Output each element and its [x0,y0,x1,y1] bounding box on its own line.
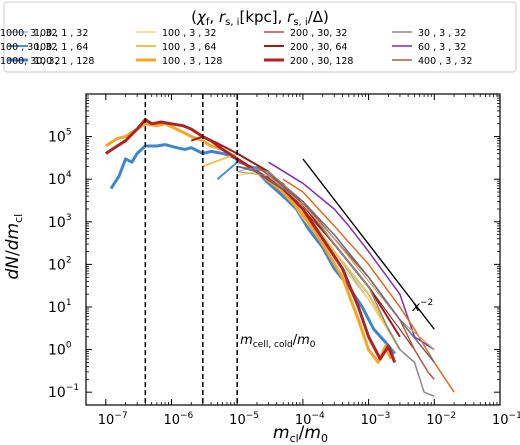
y-axis-label: dN/dmcl [3,214,25,280]
legend-label-3: 100 , 1 , 128 [34,56,94,67]
x-tick-label-1: 10−7 [98,411,128,428]
series-layer [104,118,455,397]
legend-label-5: 100 , 3 , 64 [162,42,216,53]
y-tick-label-2: 100 [48,341,72,359]
reference-vlines: mcell, cold/m0 [144,94,316,405]
series-line-8 [190,135,401,338]
axis-labels: mcl/m0 dN/dmcl [3,214,328,445]
x-tick-label-7: 10−1 [492,411,520,428]
legend-label-8: 200 , 30, 64 [290,42,347,53]
series-line-15 [237,165,435,363]
y-tick-label-6: 104 [48,170,72,188]
x-tick-label-6: 10−2 [426,411,456,428]
series-line-3 [109,143,396,355]
legend-label-12: 400 , 3 , 32 [418,56,472,67]
y-tick-label-7: 105 [48,128,72,146]
vline-label: mcell, cold/m0 [240,333,316,350]
series-line-1 [237,165,401,350]
legend-label-7: 200 , 30, 32 [290,28,347,39]
x-tick-label-5: 10−3 [361,411,391,428]
legend-label-4: 100 , 3 , 32 [162,28,216,39]
legend-label-1: 100 , 1 , 32 [34,28,88,39]
legend-label-13: 1000, 3 , 32 [0,28,57,39]
legend-box [3,1,517,73]
legend-label-2: 100 , 1 , 64 [34,42,88,53]
y-tick-label-1: 10−1 [48,383,79,401]
power-law-label: x−2 [411,298,433,315]
legend-label-14: 100 , 30, 32 [0,42,57,53]
series-line-13 [282,178,455,393]
x-tick-label-4: 10−4 [295,411,325,428]
power-law: x−2 [302,158,435,330]
legend: (χf, rs, i[kpc], rs, i/Δ)100 , 1 , 32100… [0,1,517,73]
legend-label-9: 200 , 30, 128 [290,56,353,67]
plot-frame [85,93,501,406]
legend-label-15: 1000, 30, 32 [0,56,60,67]
legend-title: (χf, rs, i[kpc], rs, i/Δ) [191,8,329,28]
y-tick-label-3: 101 [48,298,72,316]
y-axis: 10−1 100 101 102 103 104 105 [48,95,500,401]
x-axis: 10−7 10−6 10−5 10−4 10−3 10−2 10−1 [98,94,520,428]
series-line-9 [104,118,397,363]
y-tick-label-4: 102 [48,255,72,273]
series-line-10 [237,165,435,397]
y-tick-label-5: 103 [48,213,72,231]
x-tick-label-3: 10−5 [229,411,259,428]
legend-label-6: 100 , 3 , 128 [162,56,222,67]
x-tick-label-2: 10−6 [163,411,193,428]
x-axis-label: mcl/m0 [273,423,328,445]
power-law-line [302,158,435,330]
series-line-6 [104,122,393,364]
legend-label-10: 30 , 3 , 32 [418,28,466,39]
legend-label-11: 60 , 3 , 32 [418,42,466,53]
